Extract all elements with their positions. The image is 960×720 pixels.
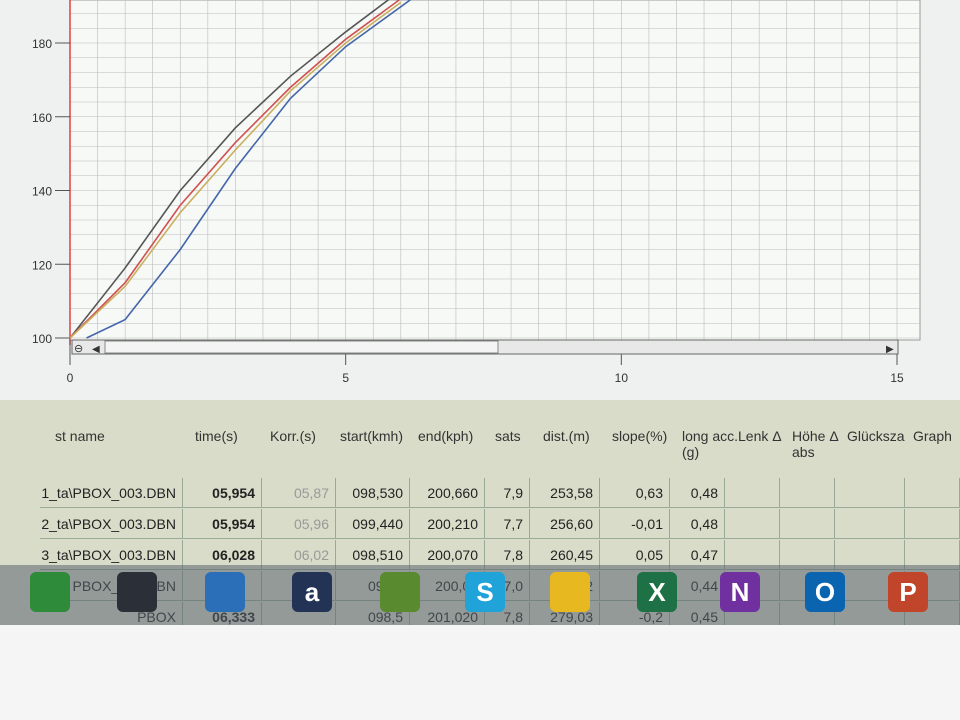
column-header[interactable]: sats [495,428,521,444]
table-cell: 200,210 [410,509,485,539]
table-cell: 253,58 [530,478,600,508]
column-header[interactable]: time(s) [195,428,238,444]
table-cell [725,509,780,539]
table-cell [725,478,780,508]
table-cell [835,509,905,539]
column-header[interactable]: Lenk Δ [738,428,782,444]
table-cell: 1_ta\PBOX_003.DBN [40,478,183,508]
powerpoint-icon[interactable]: P [888,572,928,612]
y-tick-label: 160 [32,111,52,125]
table-cell [780,478,835,508]
y-tick-label: 100 [32,332,52,346]
x-tick-label: 0 [67,371,74,385]
table-cell: 098,530 [336,478,410,508]
column-header[interactable]: start(kmh) [340,428,403,444]
x-tick-label: 5 [342,371,349,385]
column-header[interactable]: end(kph) [418,428,474,444]
zoom-out-icon: ⊖ [74,343,83,355]
table-cell: 05,954 [183,478,262,508]
scroll-left-arrow: ◀ [92,344,100,355]
column-header[interactable]: Korr.(s) [270,428,316,444]
series-line [69,0,390,339]
y-tick-label: 180 [32,37,52,51]
table-cell: 7,9 [485,478,530,508]
table-cell: -0,01 [600,509,670,539]
table-cell: 0,48 [670,478,725,508]
y-tick-label: 140 [32,185,52,199]
acceleration-chart: 100 120 140 160 180 0 5 10 15 ◀ ▶ ⊖ [31,0,921,385]
onenote-icon[interactable]: N [720,572,760,612]
scroll-right-arrow: ▶ [886,344,894,355]
table-cell [835,478,905,508]
drive-icon[interactable] [550,572,590,612]
table-cell: 200,660 [410,478,485,508]
x-tick-label: 15 [890,371,904,385]
table-cell: 0,63 [600,478,670,508]
table-cell: 099,440 [336,509,410,539]
table-cell: 256,60 [530,509,600,539]
excel-icon[interactable]: X [637,572,677,612]
messaging-icon[interactable] [205,572,245,612]
table-cell: 05,954 [183,509,262,539]
table-cell: 0,48 [670,509,725,539]
store-icon[interactable] [30,572,70,612]
column-header[interactable]: Graph [913,428,952,444]
column-header[interactable]: st name [55,428,105,444]
amazon-icon[interactable]: a [292,572,332,612]
column-header[interactable]: dist.(m) [543,428,590,444]
table-cell: 7,7 [485,509,530,539]
app-icon[interactable] [117,572,157,612]
x-tick-label: 10 [615,371,629,385]
series-line [69,0,401,339]
skype-icon[interactable]: S [465,572,505,612]
scrollbar-thumb[interactable] [104,340,499,354]
series-line [69,1,402,339]
table-cell: 2_ta\PBOX_003.DBN [40,509,183,539]
table-cell [905,509,960,539]
table-cell [780,509,835,539]
column-header[interactable]: slope(%) [612,428,668,444]
column-header[interactable]: Höhe Δ abs [792,428,838,460]
table-cell: 05,96 [262,509,336,539]
table-cell: 05,87 [262,478,336,508]
spotify-icon[interactable] [380,572,420,612]
column-header[interactable]: long acc.(g) [682,428,739,460]
table-cell [905,478,960,508]
series-line [86,0,412,339]
column-header[interactable]: Glücksza [847,428,905,444]
y-tick-label: 120 [32,258,52,272]
outlook-icon[interactable]: O [805,572,845,612]
monitor-bezel [0,625,960,720]
